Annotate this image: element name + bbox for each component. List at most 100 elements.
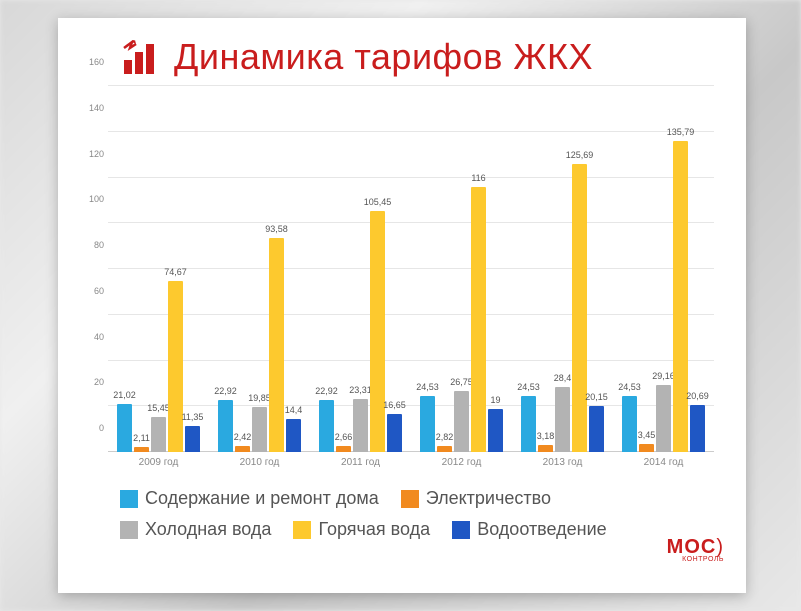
logo: МОС) КОНТРОЛЬ xyxy=(667,538,724,563)
bar-group: 22,922,4219,8593,5814,4 xyxy=(209,86,310,452)
x-axis-labels: 2009 год2010 год2011 год2012 год2013 год… xyxy=(108,457,714,468)
value-label: 105,45 xyxy=(364,197,392,207)
x-tick-label: 2011 год xyxy=(310,457,411,468)
value-label: 26,75 xyxy=(450,377,473,387)
legend-item-maintenance: Содержание и ремонт дома xyxy=(120,488,379,509)
value-label: 20,15 xyxy=(585,392,608,402)
bar-electricity: 3,18 xyxy=(538,445,553,452)
bar-group: 24,532,8226,7511619 xyxy=(411,86,512,452)
value-label: 19,85 xyxy=(248,393,271,403)
legend-label: Содержание и ремонт дома xyxy=(145,488,379,509)
bar-drainage: 16,65 xyxy=(387,414,402,452)
bar-group: 24,533,4529,16135,7920,69 xyxy=(613,86,714,452)
bar-electricity: 2,66 xyxy=(336,446,351,452)
y-tick-label: 60 xyxy=(94,286,104,296)
bar-electricity: 3,45 xyxy=(639,444,654,452)
legend-label: Горячая вода xyxy=(318,519,430,540)
value-label: 2,82 xyxy=(436,432,454,442)
value-label: 3,45 xyxy=(638,430,656,440)
bar-drainage: 14,4 xyxy=(286,419,301,452)
value-label: 14,4 xyxy=(285,405,303,415)
legend-swatch xyxy=(452,521,470,539)
y-tick-label: 20 xyxy=(94,377,104,387)
y-tick-label: 100 xyxy=(89,194,104,204)
value-label: 21,02 xyxy=(113,390,136,400)
bar-maintenance: 22,92 xyxy=(218,400,233,452)
legend-label: Водоотведение xyxy=(477,519,607,540)
bar-chart-up-icon xyxy=(122,40,162,74)
bar-groups: 21,022,1115,4574,6711,3522,922,4219,8593… xyxy=(108,86,714,452)
y-tick-label: 160 xyxy=(89,57,104,67)
chart-card: Динамика тарифов ЖКХ 0 20 40 60 80 100 120 140 1… xyxy=(58,18,746,593)
value-label: 23,31 xyxy=(349,385,372,395)
bar-electricity: 2,82 xyxy=(437,446,452,452)
bar-hot_water: 125,69 xyxy=(572,164,587,452)
value-label: 74,67 xyxy=(164,267,187,277)
legend-swatch xyxy=(401,490,419,508)
bar-drainage: 20,69 xyxy=(690,405,705,452)
value-label: 24,53 xyxy=(517,382,540,392)
y-tick-label: 0 xyxy=(99,423,104,433)
legend-item-electricity: Электричество xyxy=(401,488,551,509)
value-label: 16,65 xyxy=(383,400,406,410)
bar-hot_water: 105,45 xyxy=(370,211,385,452)
y-axis: 020406080100120140160 xyxy=(86,86,108,452)
x-tick-label: 2009 год xyxy=(108,457,209,468)
value-label: 15,45 xyxy=(147,403,170,413)
value-label: 116 xyxy=(471,173,485,183)
bar-electricity: 2,11 xyxy=(134,447,149,452)
title-row: Динамика тарифов ЖКХ xyxy=(122,36,718,78)
bar-group: 21,022,1115,4574,6711,35 xyxy=(108,86,209,452)
bar-cold_water: 26,75 xyxy=(454,391,469,452)
value-label: 22,92 xyxy=(315,386,338,396)
bar-hot_water: 135,79 xyxy=(673,141,688,452)
y-tick-label: 120 xyxy=(89,149,104,159)
x-tick-label: 2013 год xyxy=(512,457,613,468)
legend-label: Холодная вода xyxy=(145,519,271,540)
value-label: 19 xyxy=(490,395,500,405)
value-label: 24,53 xyxy=(618,382,641,392)
value-label: 135,79 xyxy=(667,127,695,137)
y-tick-label: 140 xyxy=(89,103,104,113)
value-label: 2,11 xyxy=(133,433,150,443)
legend: Содержание и ремонт дома Электричество Хол… xyxy=(120,488,718,540)
value-label: 20,69 xyxy=(686,391,709,401)
legend-label: Электричество xyxy=(426,488,551,509)
logo-main-text: МОС xyxy=(667,536,717,558)
x-tick-label: 2012 год xyxy=(411,457,512,468)
value-label: 2,66 xyxy=(335,432,353,442)
bar-group: 22,922,6623,31105,4516,65 xyxy=(310,86,411,452)
legend-item-drainage: Водоотведение xyxy=(452,519,607,540)
value-label: 3,18 xyxy=(537,431,555,441)
value-label: 28,4 xyxy=(554,373,572,383)
value-label: 11,35 xyxy=(182,412,204,422)
x-tick-label: 2010 год xyxy=(209,457,310,468)
y-tick-label: 80 xyxy=(94,240,104,250)
y-tick-label: 40 xyxy=(94,332,104,342)
bar-cold_water: 29,16 xyxy=(656,385,671,452)
bar-maintenance: 24,53 xyxy=(622,396,637,452)
x-tick-label: 2014 год xyxy=(613,457,714,468)
bar-drainage: 19 xyxy=(488,409,503,452)
value-label: 29,16 xyxy=(652,371,675,381)
bar-cold_water: 23,31 xyxy=(353,399,368,452)
value-label: 125,69 xyxy=(566,150,594,160)
bar-hot_water: 116 xyxy=(471,187,486,452)
bar-maintenance: 24,53 xyxy=(521,396,536,452)
bar-electricity: 2,42 xyxy=(235,446,250,452)
legend-item-hot_water: Горячая вода xyxy=(293,519,430,540)
logo-main: МОС) xyxy=(667,538,724,556)
bar-cold_water: 19,85 xyxy=(252,407,267,452)
value-label: 2,42 xyxy=(234,432,252,442)
legend-swatch xyxy=(120,521,138,539)
bar-cold_water: 15,45 xyxy=(151,417,166,452)
bar-cold_water: 28,4 xyxy=(555,387,570,452)
legend-swatch xyxy=(293,521,311,539)
bar-hot_water: 74,67 xyxy=(168,281,183,452)
bar-maintenance: 22,92 xyxy=(319,400,334,452)
bar-maintenance: 21,02 xyxy=(117,404,132,452)
bar-drainage: 20,15 xyxy=(589,406,604,452)
legend-item-cold_water: Холодная вода xyxy=(120,519,271,540)
value-label: 93,58 xyxy=(265,224,288,234)
bar-hot_water: 93,58 xyxy=(269,238,284,452)
